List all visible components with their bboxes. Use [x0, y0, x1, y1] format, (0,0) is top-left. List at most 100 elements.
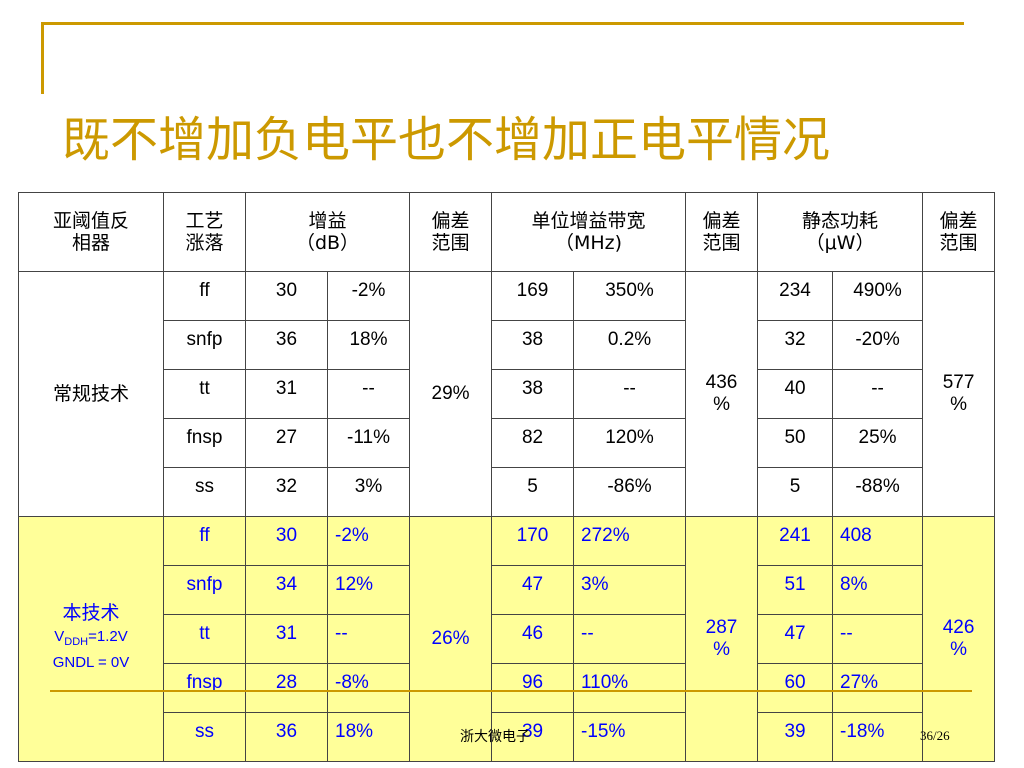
bw-cell: 38	[491, 369, 575, 419]
frame-bottom-rule	[50, 690, 972, 692]
gain-cell: 36	[245, 712, 328, 762]
header-bw-range: 偏差 范围	[685, 192, 759, 272]
power-cell: 60	[757, 663, 834, 713]
power-dev-cell: --	[832, 369, 924, 419]
corner-cell: ff	[163, 271, 246, 321]
table-row: snfp 36 18% 38 0.2% 32 -20%	[19, 320, 995, 370]
header-process: 工艺 涨落	[163, 192, 246, 272]
gain-dev-cell: 18%	[326, 320, 411, 370]
gain-dev-cell: -11%	[326, 418, 411, 468]
gain-cell: 27	[245, 418, 328, 468]
bw-range-cell: 436%	[685, 271, 759, 517]
power-range-cell: 577%	[922, 271, 996, 517]
bw-cell: 5	[491, 467, 575, 517]
table-row-highlighted: 本技术 VDDH=1.2V GNDL = 0V ff 30 -2% 26% 17…	[18, 516, 996, 762]
corner-cell: fnsp	[163, 418, 246, 468]
bw-dev-cell: --	[573, 614, 687, 664]
table-row-highlighted: ss 36 18% 39 -15% 39 -18%	[19, 712, 995, 762]
corner-cell: snfp	[163, 565, 246, 615]
gain-cell: 32	[245, 467, 328, 517]
bw-dev-cell: 272%	[573, 516, 687, 566]
bw-dev-cell: 3%	[573, 565, 687, 615]
table-row: fnsp 27 -11% 82 120% 50 25%	[19, 418, 995, 468]
power-dev-cell: -88%	[832, 467, 924, 517]
power-cell: 50	[757, 418, 834, 468]
frame-left-rule	[41, 22, 44, 94]
gain-range-cell: 26%	[409, 516, 493, 762]
header-power: 静态功耗 （μW）	[757, 192, 924, 272]
corner-cell: ss	[163, 467, 246, 517]
header-gain: 增益 （dB）	[244, 192, 411, 272]
gain-dev-cell: --	[326, 369, 411, 419]
bw-dev-cell: 120%	[573, 418, 687, 468]
header-gain-range: 偏差 范围	[409, 192, 493, 272]
frame-top-rule	[44, 22, 964, 25]
gain-cell: 30	[245, 271, 328, 321]
corner-cell: snfp	[163, 320, 246, 370]
gain-dev-cell: 12%	[326, 565, 411, 615]
power-dev-cell: 490%	[832, 271, 924, 321]
footer-org: 浙大微电子	[460, 729, 530, 745]
bw-cell: 47	[491, 565, 575, 615]
power-cell: 39	[757, 712, 834, 762]
table-header-row: 亚阈值反 相器 工艺 涨落 增益 （dB） 偏差 范围 单位增益带宽 （MHz) 偏差 范围…	[18, 192, 996, 272]
corner-cell: ss	[163, 712, 246, 762]
gain-dev-cell: 3%	[326, 467, 411, 517]
power-dev-cell: --	[832, 614, 924, 664]
power-dev-cell: -18%	[832, 712, 924, 762]
corner-cell: fnsp	[163, 663, 246, 713]
power-cell: 32	[757, 320, 834, 370]
gain-dev-cell: --	[326, 614, 411, 664]
gain-dev-cell: -8%	[326, 663, 411, 713]
gain-cell: 34	[245, 565, 328, 615]
header-bandwidth: 单位增益带宽 （MHz)	[491, 192, 687, 272]
bw-dev-cell: -15%	[573, 712, 687, 762]
table-row-highlighted: fnsp 28 -8% 96 110% 60 27%	[19, 663, 995, 713]
bw-cell: 82	[491, 418, 575, 468]
group-label-conventional: 常规技术	[18, 271, 164, 517]
gain-dev-cell: -2%	[326, 271, 411, 321]
power-dev-cell: 27%	[832, 663, 924, 713]
table-row-highlighted: tt 31 -- 46 -- 47 --	[19, 614, 995, 664]
power-cell: 241	[757, 516, 834, 566]
power-cell: 40	[757, 369, 834, 419]
gain-dev-cell: -2%	[326, 516, 411, 566]
bw-cell: 38	[491, 320, 575, 370]
bw-cell: 96	[491, 663, 575, 713]
gain-range-cell: 29%	[409, 271, 493, 517]
corner-cell: tt	[163, 369, 246, 419]
bw-dev-cell: 350%	[573, 271, 687, 321]
table-row: ss 32 3% 5 -86% 5 -88%	[19, 467, 995, 517]
corner-cell: ff	[163, 516, 246, 566]
gain-cell: 30	[245, 516, 328, 566]
power-dev-cell: 8%	[832, 565, 924, 615]
power-dev-cell: 408	[832, 516, 924, 566]
comparison-table: 亚阈值反 相器 工艺 涨落 增益 （dB） 偏差 范围 单位增益带宽 （MHz) 偏差 范围…	[18, 192, 996, 762]
power-cell: 234	[757, 271, 834, 321]
header-power-range: 偏差 范围	[922, 192, 996, 272]
table-row: tt 31 -- 38 -- 40 --	[19, 369, 995, 419]
bw-cell: 170	[491, 516, 575, 566]
bw-cell: 169	[491, 271, 575, 321]
power-cell: 51	[757, 565, 834, 615]
gain-cell: 31	[245, 614, 328, 664]
gain-cell: 36	[245, 320, 328, 370]
page-number: 36/26	[920, 728, 950, 743]
bw-range-cell: 287%	[685, 516, 759, 762]
header-inverter: 亚阈值反 相器	[18, 192, 164, 272]
gain-dev-cell: 18%	[326, 712, 411, 762]
power-cell: 47	[757, 614, 834, 664]
bw-dev-cell: 0.2%	[573, 320, 687, 370]
power-dev-cell: -20%	[832, 320, 924, 370]
bw-cell: 46	[491, 614, 575, 664]
slide-title: 既不增加负电平也不增加正电平情况	[62, 112, 831, 168]
gain-cell: 31	[245, 369, 328, 419]
power-range-cell: 426%	[922, 516, 996, 762]
bw-dev-cell: 110%	[573, 663, 687, 713]
bw-dev-cell: --	[573, 369, 687, 419]
corner-cell: tt	[163, 614, 246, 664]
table-row-highlighted: snfp 34 12% 47 3% 51 8%	[19, 565, 995, 615]
gain-cell: 28	[245, 663, 328, 713]
bw-dev-cell: -86%	[573, 467, 687, 517]
group-label-proposed: 本技术 VDDH=1.2V GNDL = 0V	[18, 516, 164, 762]
